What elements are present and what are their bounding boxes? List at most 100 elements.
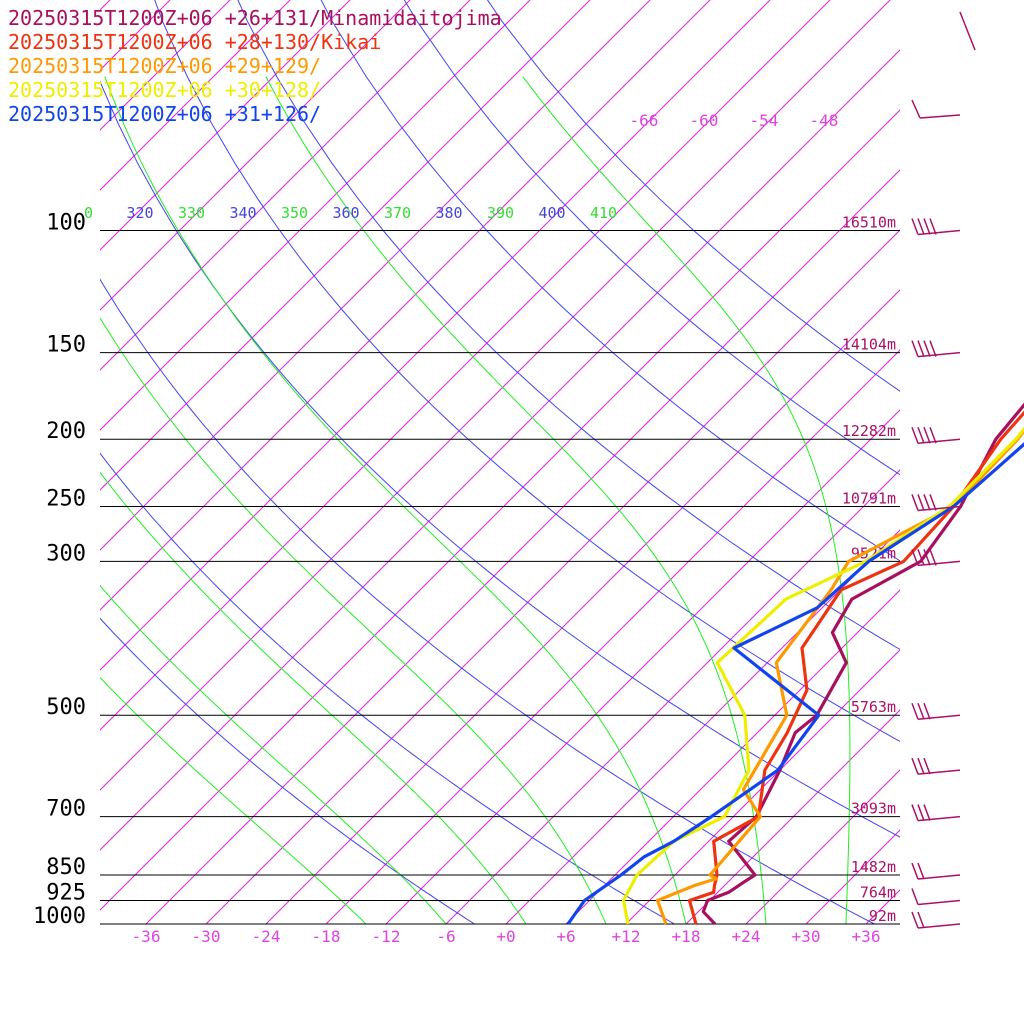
x-tick-label: +6 [556,927,575,946]
dry-adiabat-line [320,0,900,562]
height-label: 1482m [851,858,896,876]
wind-barb [911,218,961,236]
wind-barb [911,804,961,822]
wind-barbs [911,11,976,929]
isotherm-line [865,889,900,924]
wind-barb [911,549,961,567]
isotherm-line [100,0,831,731]
moist-adiabat-line [100,471,527,924]
wind-barb [959,11,976,51]
isobars [100,229,900,925]
theta-label: 320 [126,204,153,222]
upper-isotherm-label: -60 [690,111,719,130]
pressure-label: 100 [46,210,86,235]
x-tick-label: +12 [612,927,641,946]
wind-barb [911,888,961,906]
isotherm-line [445,469,900,924]
pressure-label: 1000 [33,904,86,929]
wind-barb [911,911,961,929]
isotherm-line [100,0,711,611]
isotherm-line [685,709,900,924]
isotherm-line [100,0,531,431]
wind-barb [911,757,961,775]
theta-label: 350 [281,204,308,222]
x-tick-label: -36 [132,927,161,946]
legend-entry: 20250315T1200Z+06 +30+128/ [8,78,322,102]
legend-entry: 20250315T1200Z+06 +26+131/Minamidaitojim… [8,6,502,30]
isotherm-line [100,0,651,551]
isotherm-line [100,0,111,11]
isotherm-line [100,0,351,251]
pressure-label: 250 [46,486,86,511]
pressure-label: 150 [46,333,86,358]
x-tick-label: +36 [852,927,881,946]
height-label: 10791m [842,489,896,507]
isotherm-line [265,289,900,924]
x-tick-label: +24 [732,927,761,946]
theta-label: 330 [178,204,205,222]
series-line [701,402,1024,926]
dry-adiabat-line [100,617,476,924]
isotherm-line [100,0,591,491]
dry-adiabat-line [403,0,900,476]
pressure-label: 500 [46,695,86,720]
height-label: 12282m [842,422,896,440]
isotherm-line [0,0,66,924]
pressure-label: 200 [46,419,86,444]
wind-barb [911,494,961,512]
moist-adiabat-line [522,76,851,924]
upper-isotherm-label: -66 [630,111,659,130]
moist-adiabat-line [265,76,767,924]
x-tick-label: -30 [192,927,221,946]
height-label: 764m [860,884,896,902]
moist-adiabat-line [100,316,607,924]
isotherm-line [100,0,291,191]
isotherm-line [325,349,900,924]
theta-label: 380 [435,204,462,222]
wind-barb [911,426,961,444]
isotherm-line [0,0,6,924]
wind-barb [919,114,961,119]
isotherm-line [100,109,900,911]
isotherm-line [100,0,231,131]
legend-entry: 20250315T1200Z+06 +31+126/ [8,102,322,126]
x-tick-label: +30 [792,927,821,946]
height-label: 14104m [842,336,896,354]
legend: 20250315T1200Z+06 +26+131/Minamidaitojim… [8,6,502,126]
isotherm-line [100,0,891,791]
x-tick-label: -6 [436,927,455,946]
series-line [687,410,1024,925]
pressure-label: 700 [46,797,86,822]
theta-label: 410 [590,204,617,222]
background-grid [0,0,1024,924]
isotherm-line [100,49,900,851]
dry-adiabat-line [237,0,900,651]
dry-adiabat-line [100,80,900,838]
moist-adiabat-line [104,76,687,924]
isotherm-line [100,0,771,671]
height-label: 5763m [851,698,896,716]
x-tick-label: -12 [372,927,401,946]
isotherm-line [100,0,171,71]
theta-label: 390 [487,204,514,222]
dry-adiabat-line [100,278,876,924]
pressure-label: 925 [46,881,86,906]
isotherm-line [565,589,900,924]
isotherm-line [625,649,900,924]
wind-barb [911,340,961,358]
isotherm-line [926,0,1024,924]
series-line [621,426,1024,925]
dry-adiabat-line [154,0,900,742]
moist-adiabat-line [100,584,447,924]
upper-isotherm-label: -48 [810,111,839,130]
wind-barb [911,862,961,880]
series-line [655,428,1024,925]
isotherm-line [100,0,411,311]
theta-label: 360 [332,204,359,222]
isotherm-line [505,529,900,924]
height-label: 16510m [842,213,896,231]
isotherm-line [145,169,900,924]
theta-label: 340 [229,204,256,222]
